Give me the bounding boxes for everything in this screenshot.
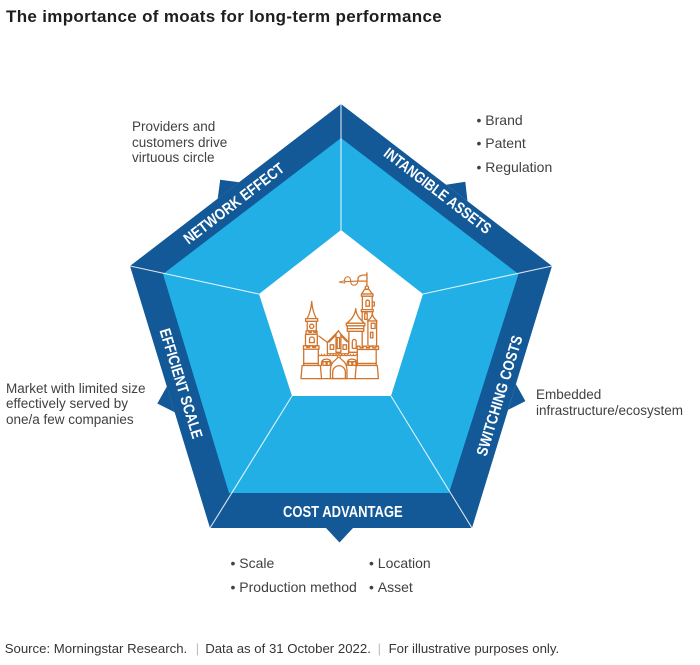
svg-text:COST ADVANTAGE: COST ADVANTAGE (283, 504, 403, 521)
